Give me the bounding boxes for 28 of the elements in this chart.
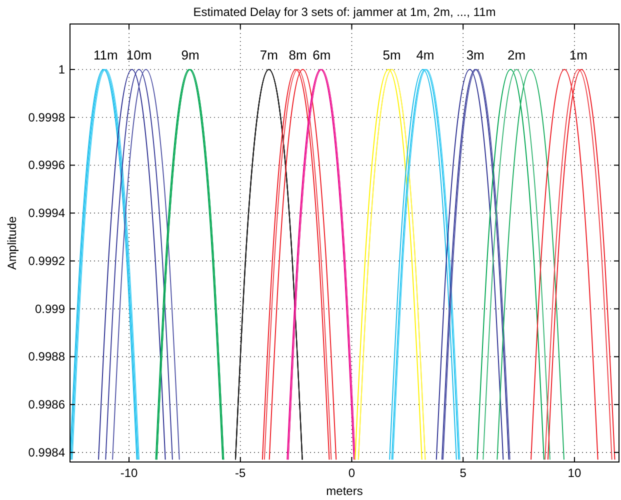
annotation: 8m bbox=[288, 47, 307, 62]
x-tick-label: 10 bbox=[568, 466, 582, 480]
annotation: 7m bbox=[260, 47, 278, 62]
annotation: 3m bbox=[466, 47, 484, 62]
annotation: 10m bbox=[126, 47, 152, 62]
chart-title: Estimated Delay for 3 sets of: jammer at 1m, 2m, ..., 11m bbox=[193, 5, 496, 19]
annotation: 4m bbox=[416, 47, 434, 62]
y-tick-label: 0.9988 bbox=[28, 350, 66, 364]
y-tick-label: 0.9996 bbox=[28, 158, 66, 172]
y-tick-label: 1 bbox=[58, 62, 66, 76]
y-tick-label: 0.9992 bbox=[28, 254, 66, 268]
x-tick-label: -5 bbox=[235, 466, 246, 480]
y-tick-label: 0.999 bbox=[34, 302, 66, 316]
annotation: 2m bbox=[508, 47, 526, 62]
x-axis-title: meters bbox=[326, 484, 363, 498]
x-tick-label: 0 bbox=[348, 466, 356, 480]
y-tick-label: 0.9986 bbox=[28, 398, 66, 412]
x-tick-label: 5 bbox=[460, 466, 467, 480]
y-tick-label: 0.9984 bbox=[28, 445, 66, 460]
y-tick-label: 0.9994 bbox=[28, 206, 66, 220]
x-tick-label: -10 bbox=[120, 466, 138, 480]
annotation: 11m bbox=[93, 47, 118, 62]
y-tick-label: 0.9998 bbox=[28, 110, 66, 124]
y-axis-title: Amplitude bbox=[5, 216, 19, 270]
annotation: 5m bbox=[382, 47, 401, 62]
annotation: 1m bbox=[569, 47, 588, 62]
annotation: 6m bbox=[312, 47, 331, 62]
annotation: 9m bbox=[181, 47, 200, 62]
